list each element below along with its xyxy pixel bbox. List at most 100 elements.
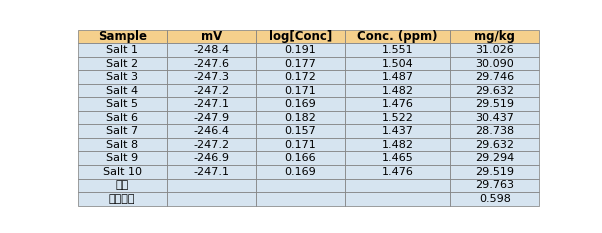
Bar	[78, 84, 167, 97]
Text: Salt 10: Salt 10	[103, 167, 141, 177]
Text: 29.294: 29.294	[475, 153, 515, 163]
Bar	[167, 138, 256, 151]
Bar	[167, 151, 256, 165]
Text: 30.437: 30.437	[476, 113, 514, 123]
Bar	[345, 192, 450, 206]
Bar	[167, 178, 256, 192]
Text: 0.171: 0.171	[285, 140, 316, 150]
Bar	[345, 178, 450, 192]
Text: Salt 3: Salt 3	[106, 72, 138, 82]
Text: 평균: 평균	[116, 180, 129, 190]
Text: Salt 8: Salt 8	[106, 140, 138, 150]
Bar	[78, 192, 167, 206]
Text: 0.598: 0.598	[479, 194, 511, 204]
Bar	[167, 111, 256, 124]
Text: Sample: Sample	[98, 30, 147, 43]
Bar	[450, 111, 539, 124]
Text: 28.738: 28.738	[476, 126, 515, 136]
Text: -247.9: -247.9	[193, 113, 229, 123]
Bar	[345, 124, 450, 138]
Text: 29.632: 29.632	[476, 140, 514, 150]
Bar	[78, 138, 167, 151]
Bar	[167, 84, 256, 97]
Bar	[256, 43, 345, 57]
Bar	[345, 30, 450, 43]
Bar	[256, 30, 345, 43]
Bar	[256, 151, 345, 165]
Bar	[256, 57, 345, 70]
Bar	[78, 30, 167, 43]
Bar	[78, 165, 167, 178]
Bar	[450, 178, 539, 192]
Bar	[450, 57, 539, 70]
Text: -247.6: -247.6	[193, 58, 229, 69]
Bar	[450, 151, 539, 165]
Bar	[167, 97, 256, 111]
Text: 29.746: 29.746	[476, 72, 515, 82]
Text: 1.482: 1.482	[382, 86, 414, 96]
Text: mg/kg: mg/kg	[474, 30, 515, 43]
Text: 29.519: 29.519	[476, 99, 514, 109]
Bar	[256, 138, 345, 151]
Text: 0.169: 0.169	[285, 99, 316, 109]
Text: 0.172: 0.172	[285, 72, 317, 82]
Bar	[167, 124, 256, 138]
Text: 1.522: 1.522	[382, 113, 414, 123]
Bar	[167, 57, 256, 70]
Text: 0.157: 0.157	[285, 126, 316, 136]
Text: -247.1: -247.1	[193, 167, 229, 177]
Bar	[345, 70, 450, 84]
Text: 0.169: 0.169	[285, 167, 316, 177]
Text: -247.1: -247.1	[193, 99, 229, 109]
Text: 1.487: 1.487	[382, 72, 414, 82]
Bar	[167, 43, 256, 57]
Text: Salt 7: Salt 7	[106, 126, 138, 136]
Text: 1.476: 1.476	[382, 167, 414, 177]
Bar	[256, 192, 345, 206]
Text: 31.026: 31.026	[476, 45, 514, 55]
Text: 0.182: 0.182	[285, 113, 317, 123]
Text: -247.2: -247.2	[193, 86, 229, 96]
Text: 0.171: 0.171	[285, 86, 316, 96]
Bar	[78, 111, 167, 124]
Text: Salt 2: Salt 2	[106, 58, 138, 69]
Bar	[78, 43, 167, 57]
Bar	[450, 192, 539, 206]
Text: 1.465: 1.465	[382, 153, 414, 163]
Bar	[450, 30, 539, 43]
Text: Salt 5: Salt 5	[106, 99, 138, 109]
Bar	[256, 97, 345, 111]
Bar	[256, 178, 345, 192]
Text: -248.4: -248.4	[193, 45, 229, 55]
Text: -246.9: -246.9	[193, 153, 229, 163]
Bar	[78, 70, 167, 84]
Text: Salt 6: Salt 6	[106, 113, 138, 123]
Text: 1.482: 1.482	[382, 140, 414, 150]
Bar	[78, 124, 167, 138]
Text: 0.166: 0.166	[285, 153, 316, 163]
Bar	[78, 151, 167, 165]
Bar	[256, 111, 345, 124]
Text: 1.504: 1.504	[382, 58, 414, 69]
Bar	[345, 84, 450, 97]
Bar	[345, 165, 450, 178]
Bar	[345, 111, 450, 124]
Text: 0.191: 0.191	[285, 45, 316, 55]
Text: 30.090: 30.090	[476, 58, 514, 69]
Bar	[450, 97, 539, 111]
Text: Conc. (ppm): Conc. (ppm)	[358, 30, 438, 43]
Text: Salt 9: Salt 9	[106, 153, 138, 163]
Bar	[450, 165, 539, 178]
Text: 29.763: 29.763	[476, 180, 514, 190]
Text: 0.177: 0.177	[285, 58, 317, 69]
Bar	[345, 43, 450, 57]
Bar	[450, 138, 539, 151]
Bar	[256, 84, 345, 97]
Text: -247.3: -247.3	[193, 72, 229, 82]
Bar	[450, 124, 539, 138]
Text: 1.476: 1.476	[382, 99, 414, 109]
Text: 29.632: 29.632	[476, 86, 514, 96]
Text: log[Conc]: log[Conc]	[269, 30, 332, 43]
Text: Salt 1: Salt 1	[106, 45, 138, 55]
Bar	[450, 70, 539, 84]
